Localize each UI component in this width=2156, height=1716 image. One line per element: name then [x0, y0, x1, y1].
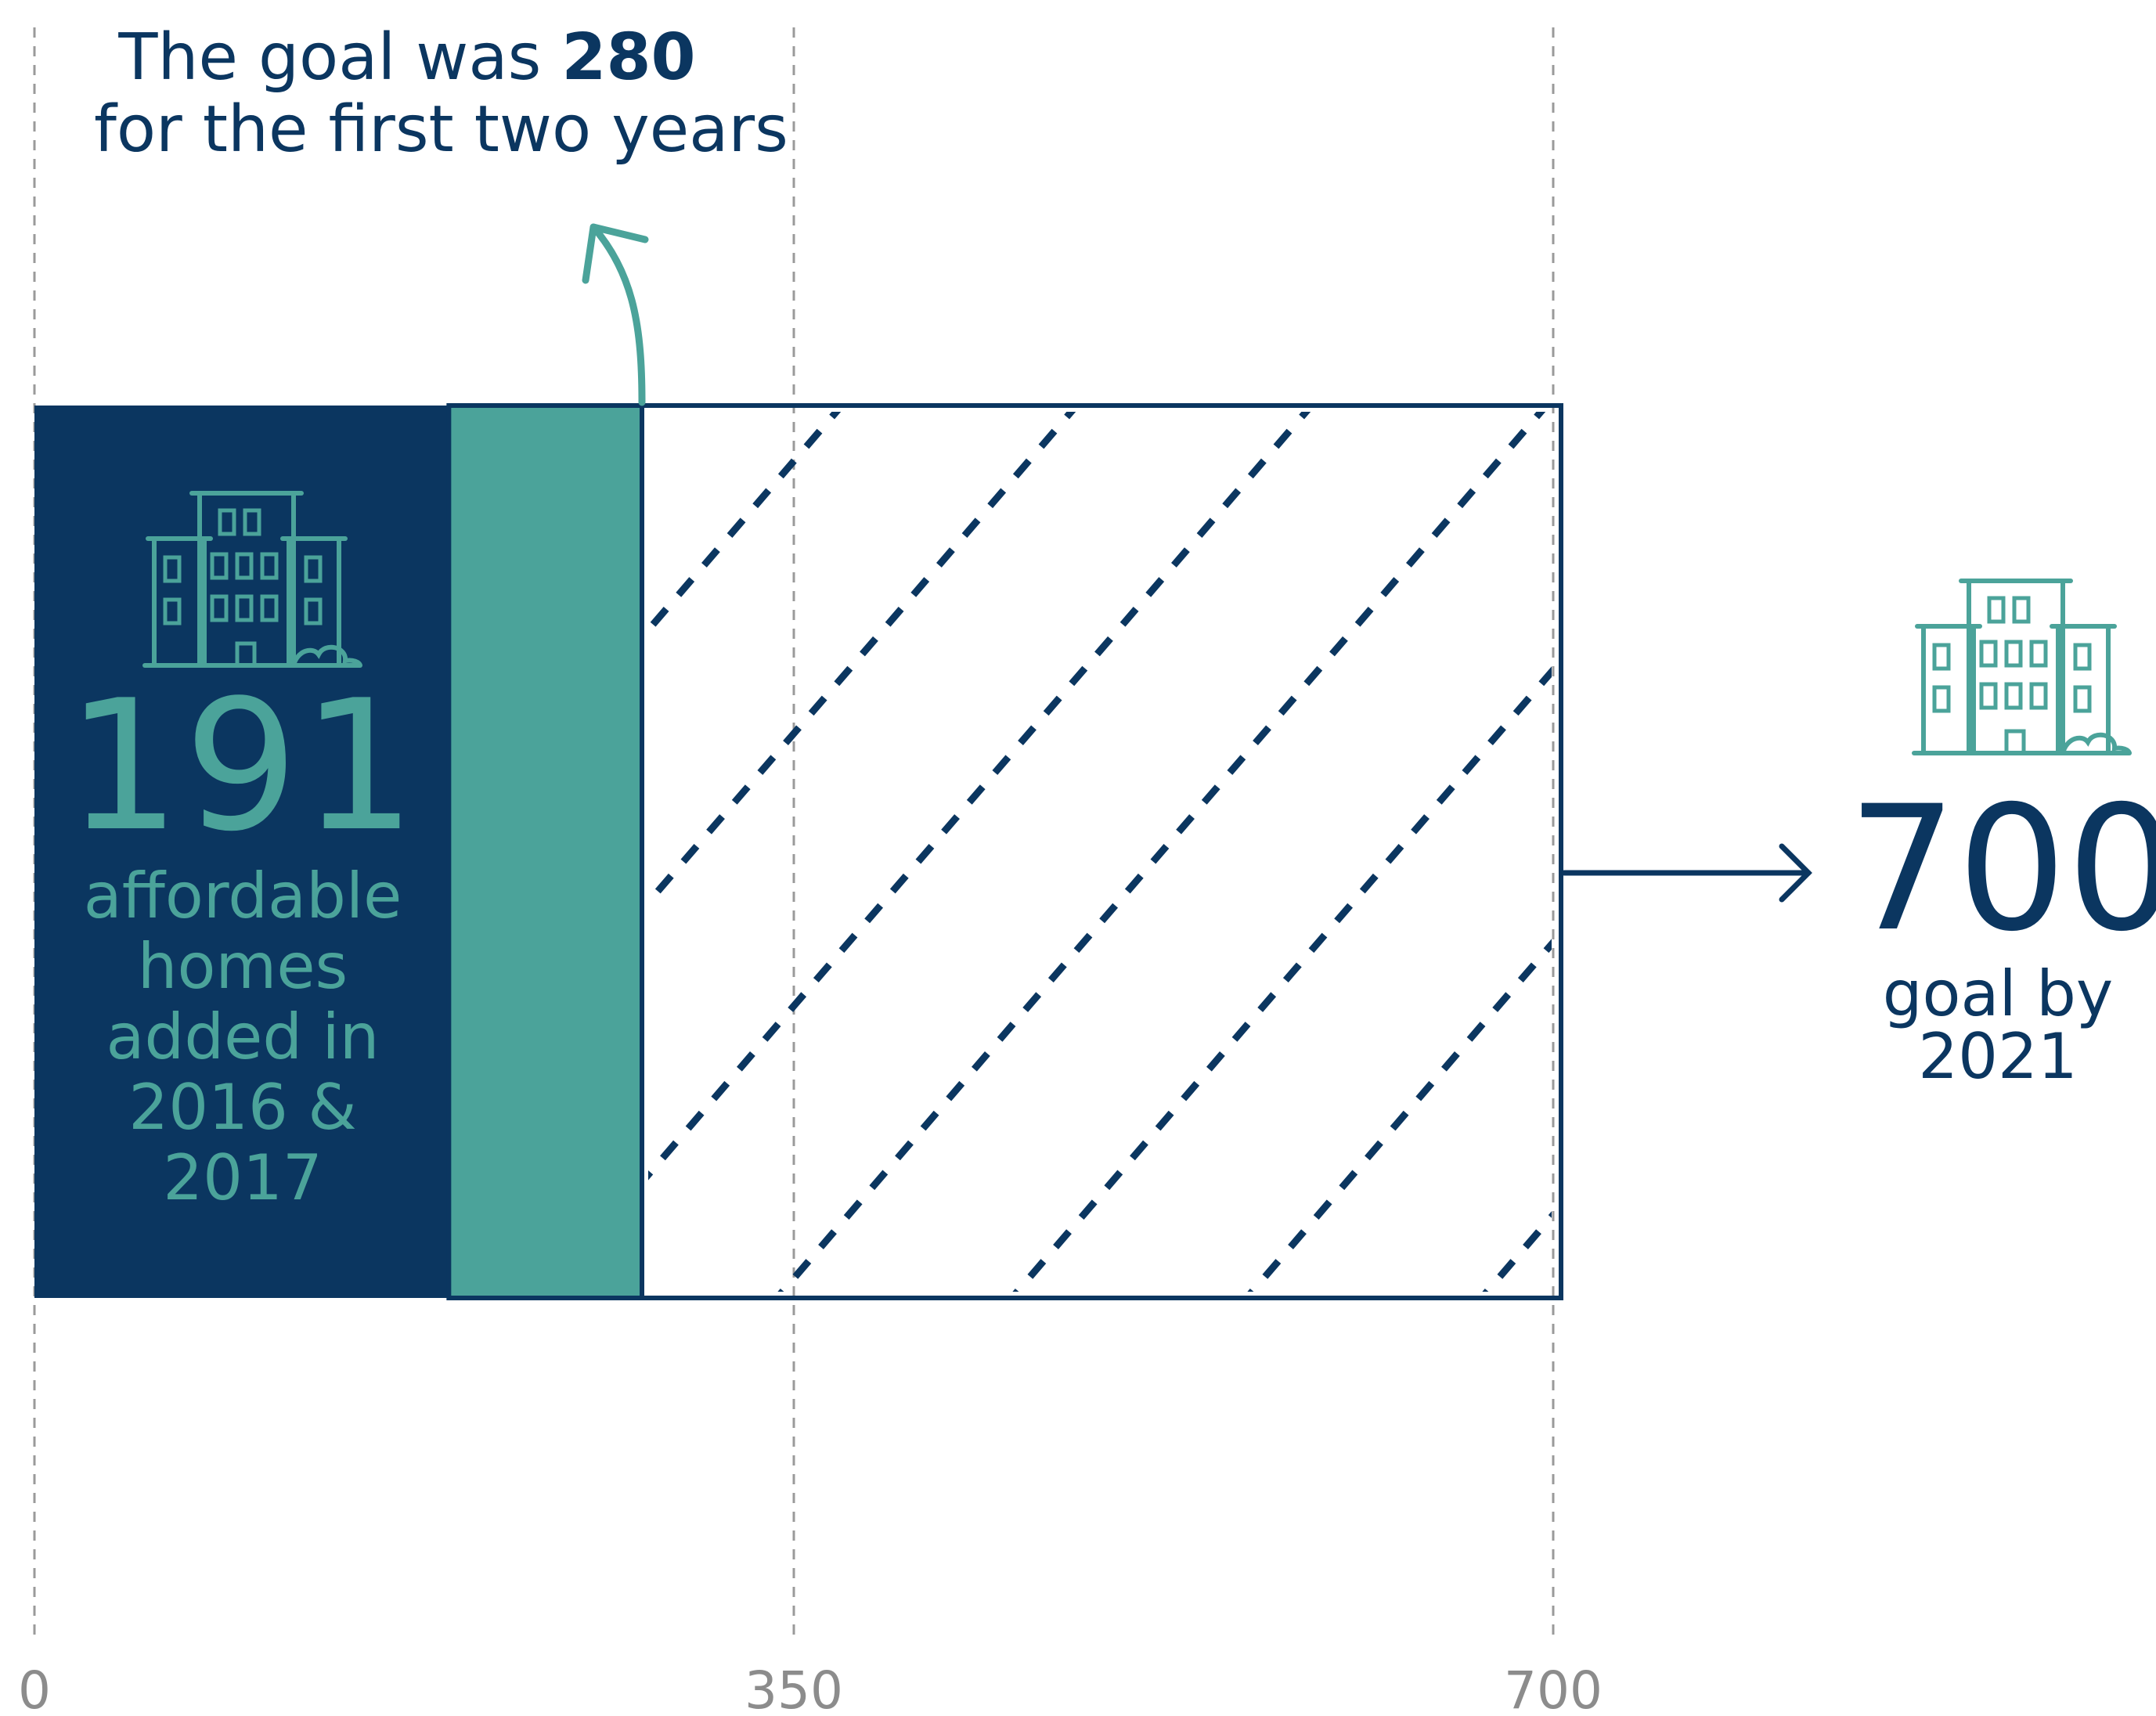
- gridlines: [33, 27, 1555, 1636]
- hatch-line-2: [648, 412, 1311, 1181]
- hatch-line-6: [1482, 1211, 1552, 1292]
- hatch-line-4: [1012, 666, 1552, 1292]
- goal-caption: goal by 2021: [1882, 957, 2114, 1093]
- x-axis-ticks: 0 350 700: [18, 1660, 1603, 1716]
- annotation-prefix: The goal was: [118, 20, 542, 95]
- annotation-suffix: for the first two years: [94, 92, 788, 167]
- achieved-summary: 191 affordable homes added in 2016 & 201…: [47, 673, 438, 1213]
- achieved-number: 191: [66, 662, 420, 871]
- goal-number: 700: [1848, 769, 2156, 969]
- bar-two-year-goal: [449, 406, 642, 1298]
- bar-remaining-goal: [640, 403, 1563, 1300]
- achieved-caption: affordable homes added in 2016 & 2017: [83, 860, 402, 1214]
- bar-outlines: [446, 403, 1563, 1300]
- tick-label-700: 700: [1504, 1660, 1603, 1716]
- hatch-pattern: [648, 412, 1552, 1292]
- annotation-value: 280: [561, 20, 696, 95]
- tick-label-0: 0: [18, 1660, 51, 1716]
- annotation-text: The goal was 280 for the first two years: [94, 20, 788, 166]
- goal-arrow: [1561, 843, 1812, 903]
- tick-label-350: 350: [745, 1660, 843, 1716]
- hatch-line-3: [777, 412, 1546, 1292]
- goal-summary: 700 goal by 2021: [1840, 783, 2156, 1088]
- annotation-arrow: [582, 223, 649, 406]
- goal-building-icon: [1914, 581, 2129, 753]
- hatch-line-5: [1247, 939, 1552, 1292]
